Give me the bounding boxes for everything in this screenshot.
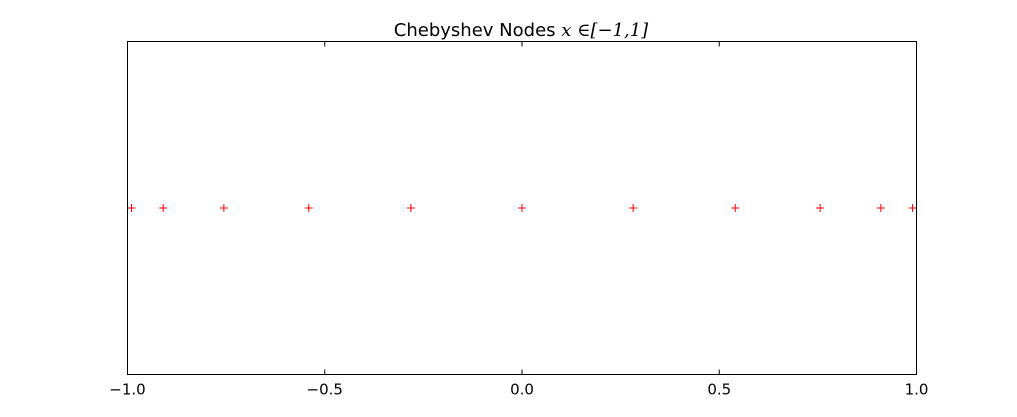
chart-title-text: Chebyshev Nodes	[394, 20, 561, 41]
chart-title-math: x ∈[−1,1]	[561, 20, 649, 41]
data-point-marker	[304, 204, 313, 212]
x-tick-label: 0.0	[510, 381, 534, 399]
data-point-marker	[219, 204, 228, 212]
x-tick-label: 0.5	[707, 381, 731, 399]
data-point-marker	[127, 204, 136, 212]
chart-title: Chebyshev Nodes x ∈[−1,1]	[394, 20, 649, 41]
x-tick-label: 1.0	[905, 381, 929, 399]
x-tick-label: −0.5	[307, 381, 343, 399]
data-point-marker	[908, 204, 917, 212]
data-point-marker	[816, 204, 825, 212]
data-point-marker	[876, 204, 885, 212]
data-point-marker	[159, 204, 168, 212]
data-point-marker	[518, 204, 526, 212]
data-point-marker	[629, 204, 638, 212]
data-point-marker	[731, 204, 740, 212]
x-axis: −1.0 −0.5 0.0 0.5 1.0	[109, 41, 929, 399]
x-tick-label: −1.0	[109, 381, 145, 399]
data-points	[127, 204, 917, 212]
data-point-marker	[406, 204, 415, 212]
